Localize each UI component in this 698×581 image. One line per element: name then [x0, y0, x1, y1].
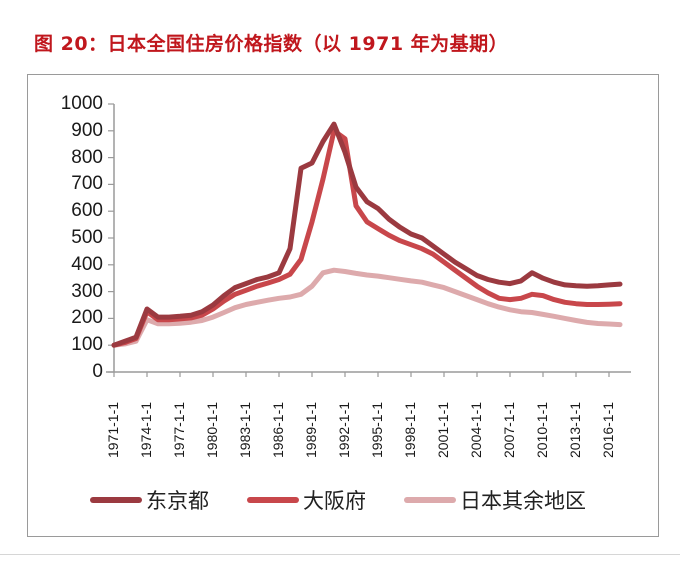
legend-swatch-icon — [404, 497, 456, 503]
y-tick-label: 1000 — [60, 93, 103, 114]
series-line-1 — [111, 128, 623, 348]
legend-item-tokyo: 东京都 — [90, 485, 209, 515]
series-line-0 — [111, 121, 623, 348]
y-tick-label: 700 — [71, 173, 103, 195]
y-tick-label: 0 — [92, 361, 103, 382]
legend-label: 东京都 — [146, 489, 209, 513]
chart-frame — [27, 74, 659, 537]
legend-label: 大阪府 — [303, 489, 366, 513]
y-tick-label: 200 — [71, 307, 103, 329]
legend-label: 日本其余地区 — [460, 489, 586, 513]
y-tick-label: 100 — [71, 334, 103, 356]
legend-swatch-icon — [90, 497, 142, 503]
y-tick-label: 400 — [71, 253, 103, 275]
y-tick-label: 600 — [71, 200, 103, 222]
legend-item-rest-of-japan: 日本其余地区 — [404, 485, 586, 515]
series-line-2 — [111, 267, 623, 348]
legend-swatch-icon — [247, 497, 299, 503]
legend: 东京都 大阪府 日本其余地区 — [90, 485, 624, 515]
y-tick-label: 800 — [71, 146, 103, 168]
legend-item-osaka: 大阪府 — [247, 485, 366, 515]
series-lines — [111, 121, 623, 348]
y-tick-label: 300 — [71, 280, 103, 302]
axes — [106, 103, 631, 377]
y-tick-label: 500 — [71, 227, 103, 248]
y-tick-label: 900 — [71, 119, 103, 141]
divider — [0, 554, 680, 555]
chart-title: 图 20：日本全国住房价格指数（以 1971 年为基期） — [34, 33, 509, 55]
